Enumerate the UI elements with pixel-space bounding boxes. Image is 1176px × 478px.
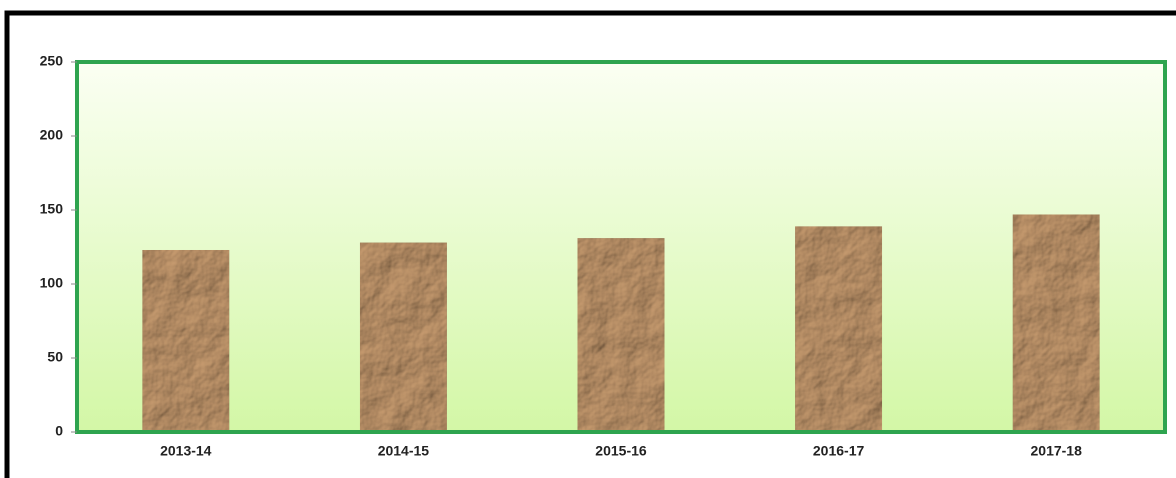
y-tick-label: 200 — [40, 127, 64, 143]
x-tick-label: 2015-16 — [595, 443, 647, 459]
bar — [795, 226, 883, 432]
bar — [1012, 214, 1100, 432]
x-tick-label: 2014-15 — [378, 443, 430, 459]
x-tick-label: 2013-14 — [160, 443, 212, 459]
y-tick-label: 100 — [40, 275, 64, 291]
bar — [577, 238, 665, 432]
bar — [142, 249, 230, 432]
bar — [359, 242, 447, 432]
y-tick-label: 250 — [40, 53, 64, 69]
y-tick-label: 150 — [40, 201, 64, 217]
y-tick-label: 0 — [55, 423, 63, 439]
frame — [4, 10, 1176, 478]
x-tick-label: 2017-18 — [1031, 443, 1083, 459]
y-tick-label: 50 — [47, 349, 63, 365]
x-tick-label: 2016-17 — [813, 443, 865, 459]
